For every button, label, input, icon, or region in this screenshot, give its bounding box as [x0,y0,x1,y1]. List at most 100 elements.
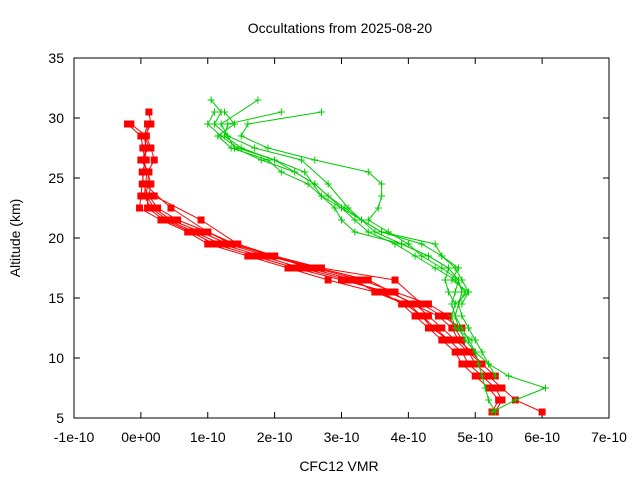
x-axis-label: CFC12 VMR [299,458,378,474]
y-tick-label: 35 [48,50,64,66]
x-tick-label: 4e-10 [390,429,426,445]
data-point [424,252,432,260]
data-point [445,336,452,344]
data-point [391,276,399,284]
data-point [136,204,144,212]
data-point [217,240,225,248]
data-point [210,240,218,248]
y-tick-label: 10 [48,350,64,366]
data-point [411,312,419,320]
data-point [144,204,152,212]
y-tick-label: 5 [56,410,64,426]
series-line [207,111,470,305]
data-point [197,216,205,224]
data-point [150,192,158,200]
data-point [445,264,452,272]
data-point [144,168,152,176]
data-point [237,132,245,140]
data-point [478,372,486,380]
data-point [431,264,439,272]
data-point [341,204,349,212]
data-point [358,276,366,284]
data-point [324,276,332,284]
data-point [224,120,232,128]
data-point [277,108,285,116]
data-point [455,336,463,344]
data-point [311,156,319,164]
data-point [538,408,546,416]
data-point [317,108,325,116]
data-point [418,300,426,308]
data-point [418,240,426,248]
series-line [154,195,463,329]
data-point [244,120,252,128]
data-point [217,132,225,140]
data-point [418,312,426,320]
data-point [127,120,135,128]
data-point [485,396,493,404]
data-point [451,300,459,308]
series-11 [214,108,459,308]
data-point [498,384,506,392]
data-point [455,264,463,272]
data-point [471,372,479,380]
series-line [130,123,496,377]
data-point [404,240,412,248]
data-point [150,156,158,164]
data-point [438,336,446,344]
data-point [471,348,479,356]
data-point [488,408,496,416]
data-point [204,228,212,236]
data-point [217,120,225,128]
data-point [475,360,483,368]
data-point [145,120,153,128]
data-point [271,252,279,260]
y-tick-label: 15 [48,290,64,306]
data-point [465,324,473,332]
data-point [374,204,382,212]
x-tick-label: 5e-10 [457,429,493,445]
data-point [145,192,153,200]
data-point [448,312,456,320]
data-point [220,108,228,116]
data-point [254,96,262,104]
data-point [142,132,150,140]
data-point [424,300,432,308]
data-point [364,168,372,176]
data-point [227,144,235,152]
data-point [438,252,446,260]
data-point [210,120,218,128]
data-point [491,372,499,380]
data-point [338,276,345,284]
data-point [210,108,218,116]
data-point [297,264,305,272]
data-point [251,252,259,260]
x-tick-label: 7e-10 [591,429,627,445]
data-point [451,324,459,332]
data-point [371,288,379,296]
data-point [424,312,432,320]
y-tick-label: 20 [48,230,64,246]
plot-frame [73,57,610,419]
data-point [364,216,372,224]
data-point [438,312,446,320]
data-point [451,348,459,356]
data-point [438,264,446,272]
data-point [378,288,386,296]
x-tick-label: 6e-10 [524,429,560,445]
data-point [411,252,419,260]
data-point [458,312,466,320]
data-point [441,276,449,284]
data-point [234,240,242,248]
data-point [378,192,386,200]
data-point [458,300,466,308]
data-point [234,144,242,152]
data-point [277,168,285,176]
data-point [458,360,466,368]
data-point [541,384,549,392]
x-tick-label: 2e-10 [257,429,293,445]
series-1 [137,108,546,416]
data-point [154,204,162,212]
data-point [331,204,339,212]
